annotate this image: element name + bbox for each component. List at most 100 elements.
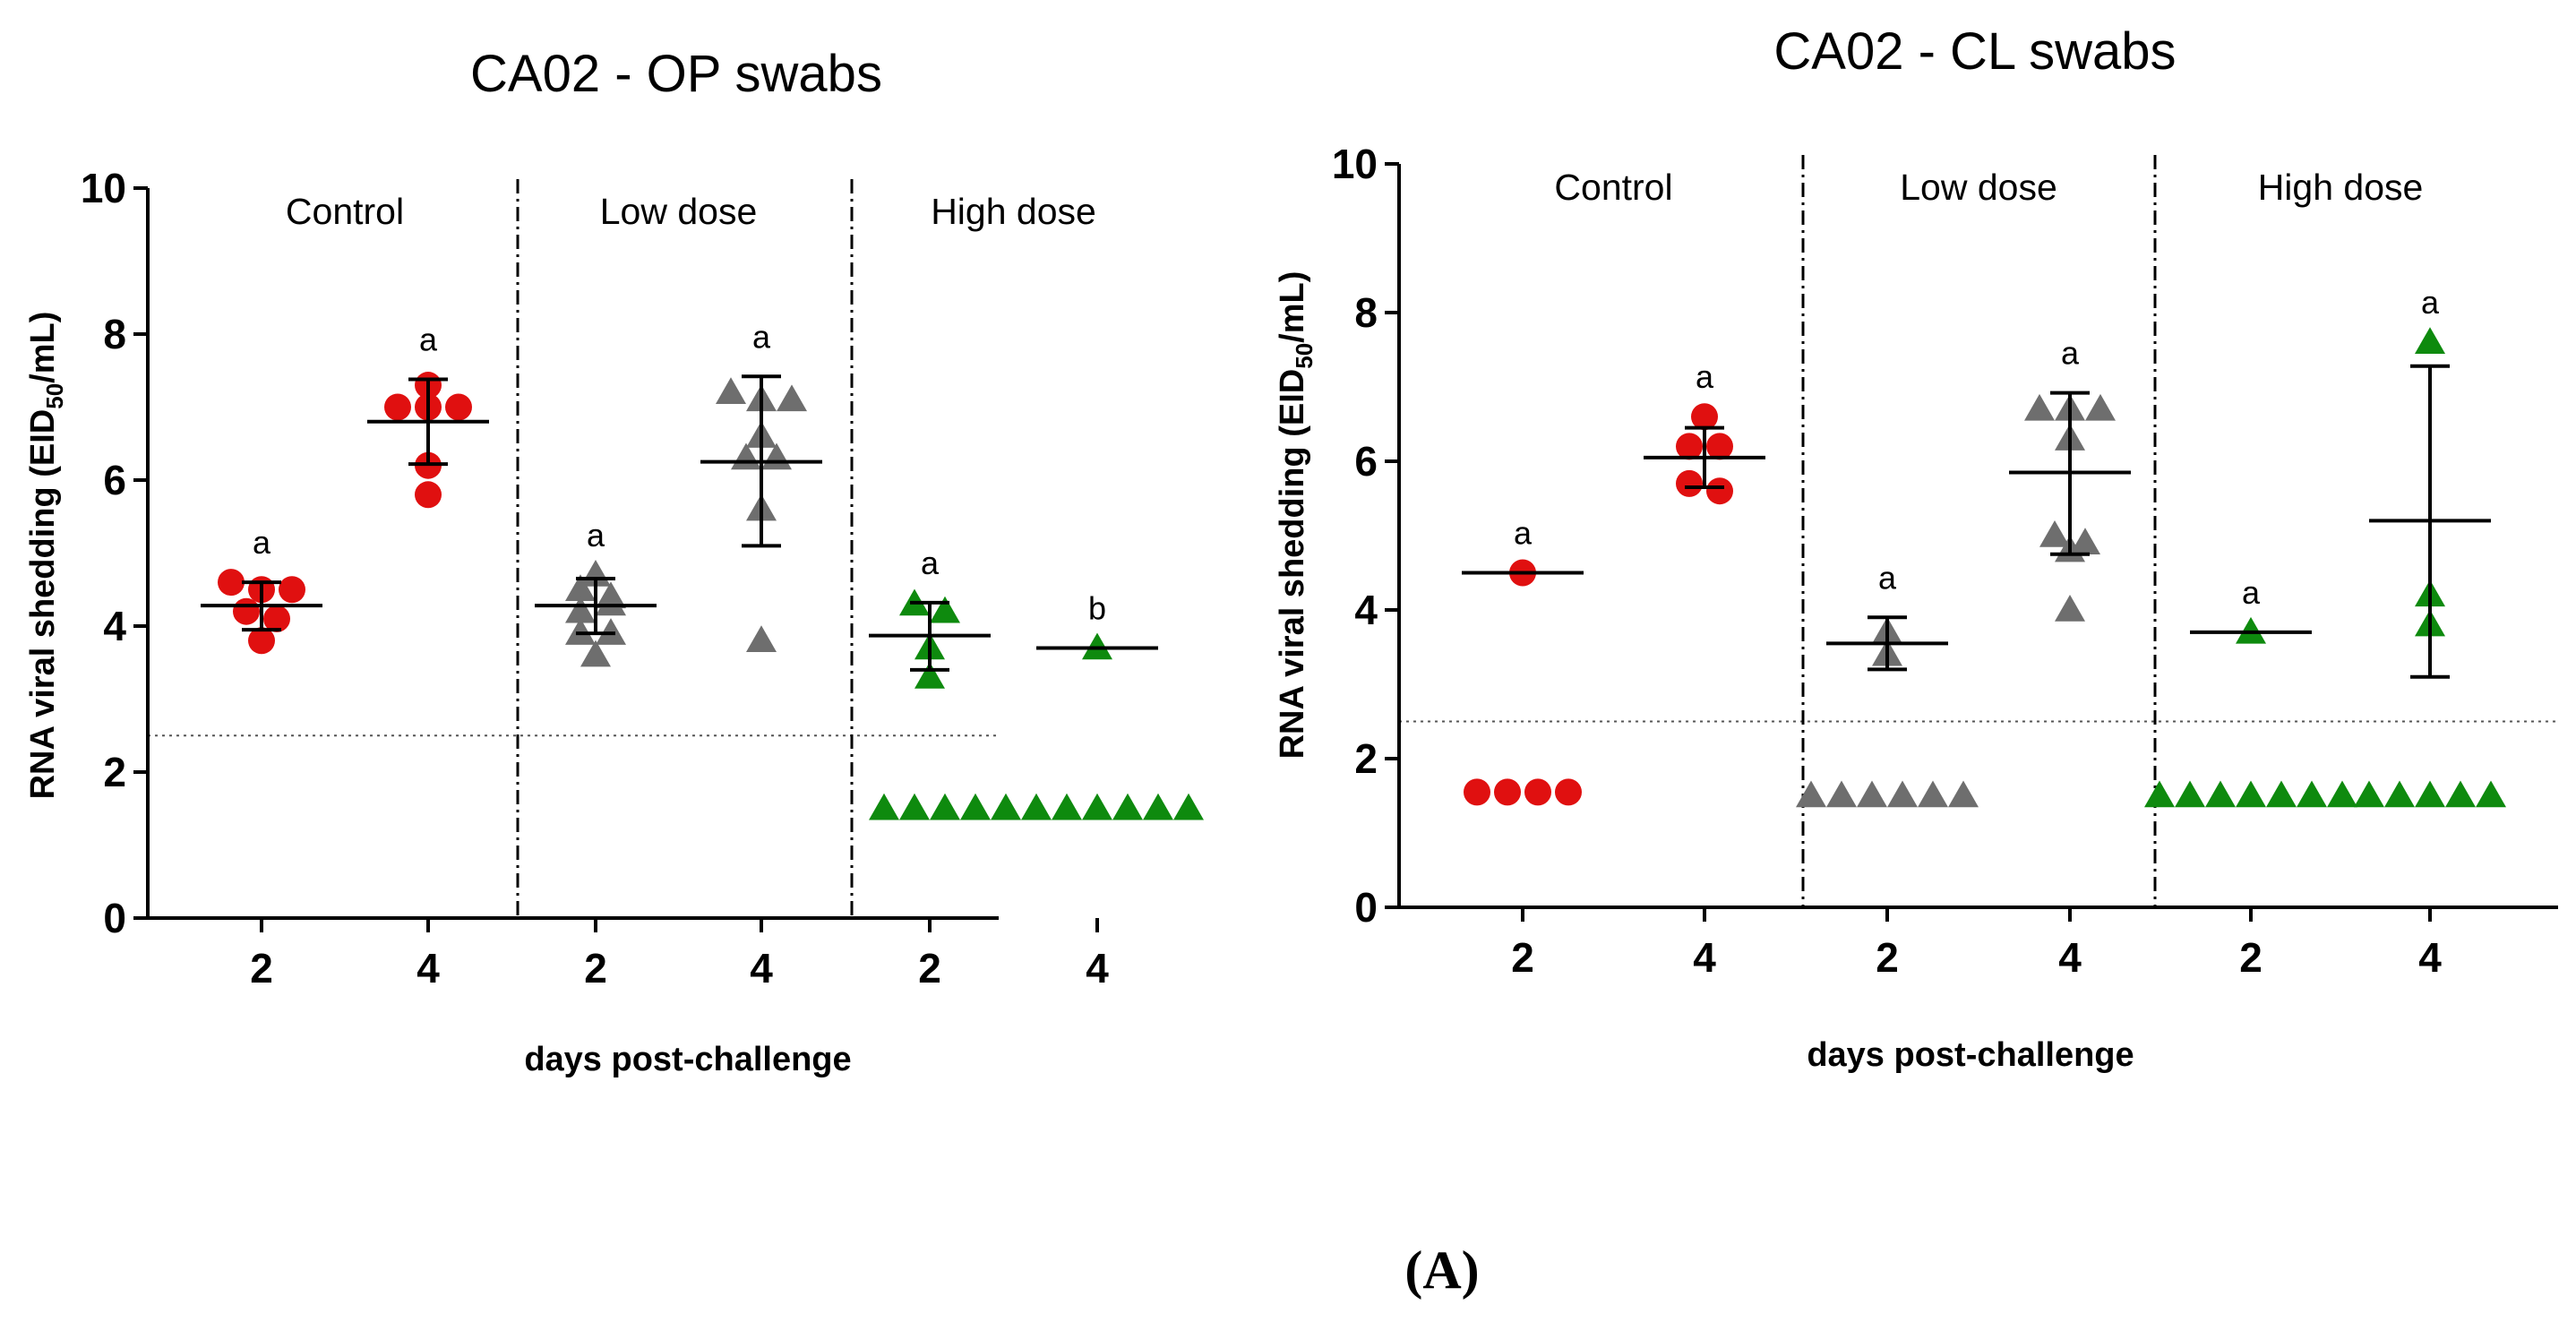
y-tick-label: 8 <box>103 311 126 357</box>
data-point <box>1948 780 1979 808</box>
data-point <box>930 793 960 820</box>
data-point <box>2415 780 2445 808</box>
data-point <box>2445 780 2476 808</box>
op-swabs-chart: CA02 - OP swabs 0 2 4 6 8 10 RNA viral shedding… <box>24 45 1204 1078</box>
data-point <box>2297 780 2327 808</box>
data-point <box>991 793 1021 820</box>
data-point <box>1857 780 1887 808</box>
data-point <box>1143 793 1173 820</box>
data-point <box>384 393 411 421</box>
x-tick-label: 4 <box>1086 945 1109 992</box>
data-point <box>1524 778 1551 806</box>
x-tick-label: 2 <box>584 945 607 992</box>
significance-letter: a <box>2421 284 2440 321</box>
data-point <box>2266 780 2297 808</box>
data-point <box>248 627 275 655</box>
y-axis-title: RNA viral shedding (EID50/mL) <box>24 312 68 800</box>
significance-letter: b <box>1088 589 1106 626</box>
data-point <box>2415 327 2445 354</box>
x-tick-label: 4 <box>2418 934 2442 981</box>
data-point <box>2476 780 2506 808</box>
data-point <box>2175 780 2205 808</box>
y-axis-title-main: RNA viral shedding (EID <box>1274 369 1311 760</box>
data-point <box>1887 780 1918 808</box>
significance-letter: a <box>1878 559 1897 596</box>
data-point <box>1676 433 1703 460</box>
y-tick-label: 2 <box>103 749 126 795</box>
y-axis-title: RNA viral shedding (EID50/mL) <box>1274 271 1318 760</box>
significance-letter: a <box>253 524 271 561</box>
data-point <box>1173 793 1204 820</box>
y-tick-label: 0 <box>103 895 126 941</box>
data-point <box>1706 477 1733 505</box>
significance-letter: a <box>2242 574 2261 611</box>
y-tick-label: 6 <box>1354 438 1378 485</box>
significance-letter: a <box>921 545 940 581</box>
data-point <box>1555 778 1582 806</box>
group-label: Low dose <box>600 191 758 232</box>
y-tick-label: 6 <box>103 457 126 503</box>
chart-title: CA02 - OP swabs <box>470 45 882 103</box>
x-tick-label: 4 <box>750 945 773 992</box>
x-tick-label: 2 <box>918 945 941 992</box>
data-point <box>415 481 442 509</box>
x-axis-title: days post-challenge <box>524 1041 851 1078</box>
x-tick-label: 2 <box>1511 934 1534 981</box>
data-point <box>233 597 260 625</box>
data-point <box>2144 780 2175 808</box>
y-tick-label: 0 <box>1354 884 1378 931</box>
group-label: High dose <box>931 191 1096 232</box>
data-point <box>565 574 596 601</box>
significance-letter: a <box>752 318 771 355</box>
data-point <box>2039 520 2070 547</box>
group-label: Control <box>1554 167 1672 208</box>
data-point <box>2205 780 2236 808</box>
group-label: Control <box>286 191 404 232</box>
data-point <box>1918 780 1948 808</box>
x-tick-label: 2 <box>2239 934 2263 981</box>
significance-letter: a <box>2061 335 2080 372</box>
data-point <box>1464 778 1490 806</box>
y-axis-title-tail: /mL) <box>24 312 62 383</box>
data-point <box>716 377 746 404</box>
data-point <box>1021 793 1052 820</box>
data-point <box>777 384 807 412</box>
y-tick-label: 4 <box>103 603 126 649</box>
data-point <box>263 605 290 632</box>
data-point <box>869 793 899 820</box>
y-axis-title-tail: /mL) <box>1274 271 1311 343</box>
data-point <box>1082 632 1112 660</box>
data-point <box>1691 403 1718 431</box>
data-point <box>2085 393 2116 421</box>
data-point <box>930 596 960 623</box>
significance-letter: a <box>1696 358 1714 395</box>
data-point <box>580 640 611 667</box>
data-point <box>2384 780 2415 808</box>
data-point <box>1796 780 1826 808</box>
data-point <box>2055 595 2085 622</box>
data-point <box>1052 793 1082 820</box>
y-tick-label: 10 <box>81 165 126 211</box>
data-point <box>2354 780 2384 808</box>
data-point <box>279 576 305 604</box>
data-point <box>1676 469 1703 497</box>
significance-letter: a <box>419 322 438 358</box>
data-point <box>2024 393 2055 421</box>
data-point <box>2236 616 2266 644</box>
significance-letter: a <box>587 517 605 554</box>
cl-swabs-chart: CA02 - CL swabs 0 2 4 6 8 10 RNA viral shedding… <box>1274 22 2558 1074</box>
chart-title: CA02 - CL swabs <box>1773 22 2176 81</box>
y-tick-label: 8 <box>1354 289 1378 336</box>
group-label: High dose <box>2258 167 2424 208</box>
data-point <box>2070 528 2100 555</box>
y-tick-label: 2 <box>1354 735 1378 782</box>
y-axis-title-main: RNA viral shedding (EID <box>24 409 62 800</box>
data-point <box>218 569 245 597</box>
data-point <box>2327 780 2357 808</box>
x-tick-label: 2 <box>250 945 273 992</box>
data-point <box>596 618 626 645</box>
data-point <box>596 588 626 616</box>
data-point <box>899 793 930 820</box>
data-point <box>1706 433 1733 460</box>
